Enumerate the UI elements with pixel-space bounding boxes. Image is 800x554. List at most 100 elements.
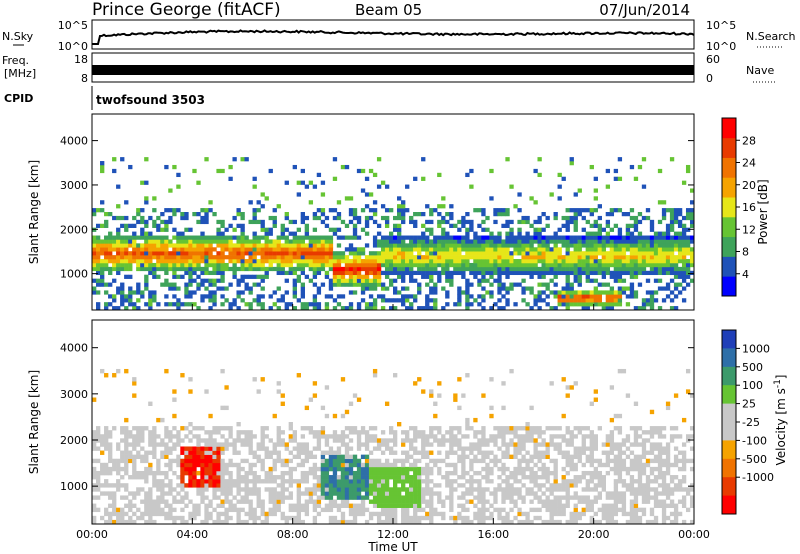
power-cell	[533, 235, 538, 240]
power-cell	[529, 235, 534, 240]
power-cell	[168, 302, 173, 307]
velocity-cell	[497, 458, 502, 464]
power-cell	[545, 255, 550, 260]
power-cell	[649, 223, 655, 228]
power-cell	[316, 259, 322, 264]
power-cell	[340, 219, 346, 225]
velocity-cell	[649, 479, 655, 484]
velocity-cell	[525, 462, 530, 468]
velocity-cell	[376, 495, 382, 500]
power-colorbar-tick-label: 28	[742, 134, 756, 147]
power-cell	[681, 255, 687, 260]
power-cell	[581, 262, 586, 268]
power-cell	[128, 286, 133, 291]
velocity-cell	[176, 483, 181, 488]
velocity-cell	[176, 434, 181, 439]
velocity-cell	[393, 487, 398, 492]
velocity-cell	[657, 446, 663, 451]
velocity-cell	[364, 475, 370, 480]
power-cell	[513, 259, 518, 264]
power-cell	[601, 282, 606, 287]
velocity-cell	[172, 515, 177, 521]
velocity-cell	[449, 495, 454, 500]
velocity-cell	[132, 442, 137, 447]
velocity-cell	[617, 426, 623, 431]
power-cell	[280, 262, 285, 268]
velocity-cell	[280, 499, 285, 504]
velocity-cell	[413, 519, 418, 525]
velocity-cell	[553, 462, 558, 468]
velocity-cell	[509, 491, 514, 496]
power-cell	[112, 255, 117, 260]
velocity-cell	[445, 438, 450, 443]
power-cell	[176, 208, 181, 213]
velocity-cell	[617, 450, 623, 455]
velocity-cell	[429, 507, 434, 513]
velocity-cell	[200, 470, 205, 476]
power-cell	[585, 294, 590, 299]
power-cell	[144, 231, 149, 236]
velocity-cell	[228, 487, 233, 492]
power-cell	[256, 282, 261, 287]
power-cell	[397, 243, 402, 248]
power-cell	[204, 243, 209, 248]
power-cell	[529, 196, 534, 201]
power-cell	[152, 196, 157, 201]
power-cell	[124, 274, 129, 279]
power-cell	[244, 157, 249, 162]
power-cell	[497, 298, 502, 303]
power-cell	[184, 247, 189, 252]
power-cell	[308, 247, 314, 252]
power-cell	[661, 200, 667, 205]
velocity-cell	[413, 426, 418, 431]
velocity-cell	[136, 491, 141, 496]
velocity-cell	[581, 511, 586, 517]
velocity-cell	[649, 426, 655, 431]
velocity-cell	[589, 479, 594, 484]
power-cell	[585, 266, 590, 272]
power-cell	[681, 259, 687, 264]
velocity-cell	[312, 393, 318, 398]
power-cell	[577, 270, 582, 276]
velocity-cell	[449, 438, 454, 443]
power-cell	[429, 231, 434, 236]
velocity-cell	[304, 405, 310, 411]
power-cell	[256, 274, 261, 279]
velocity-cell	[573, 381, 578, 386]
velocity-cell	[100, 450, 105, 455]
velocity-cell	[308, 470, 314, 476]
velocity-cell	[236, 519, 241, 525]
power-cell	[144, 196, 149, 201]
velocity-cell	[180, 499, 185, 504]
power-cell	[164, 294, 169, 299]
power-cell	[645, 251, 651, 256]
velocity-cell	[288, 475, 293, 480]
power-cell	[356, 255, 362, 260]
power-cell	[613, 266, 619, 272]
velocity-cell	[601, 479, 606, 484]
velocity-cell	[212, 495, 217, 500]
velocity-cell	[529, 479, 534, 484]
power-cell	[312, 255, 318, 260]
velocity-cell	[96, 495, 101, 500]
power-cell	[393, 227, 398, 232]
power-cell	[100, 161, 105, 166]
velocity-cell	[473, 446, 478, 451]
power-cell	[553, 270, 558, 276]
power-cell	[669, 247, 675, 252]
power-cell	[348, 219, 354, 225]
velocity-cell	[196, 462, 201, 468]
velocity-cell	[449, 515, 454, 521]
power-cell	[112, 157, 117, 162]
power-cell	[493, 239, 498, 244]
velocity-cell	[216, 511, 221, 517]
velocity-cell	[657, 483, 663, 488]
velocity-cell	[629, 507, 635, 513]
power-cell	[372, 219, 378, 225]
power-cell	[497, 266, 502, 272]
velocity-cell	[160, 511, 165, 517]
power-cell	[344, 196, 350, 201]
power-cell	[561, 286, 566, 291]
velocity-cell	[316, 442, 322, 447]
velocity-cell	[180, 495, 185, 500]
